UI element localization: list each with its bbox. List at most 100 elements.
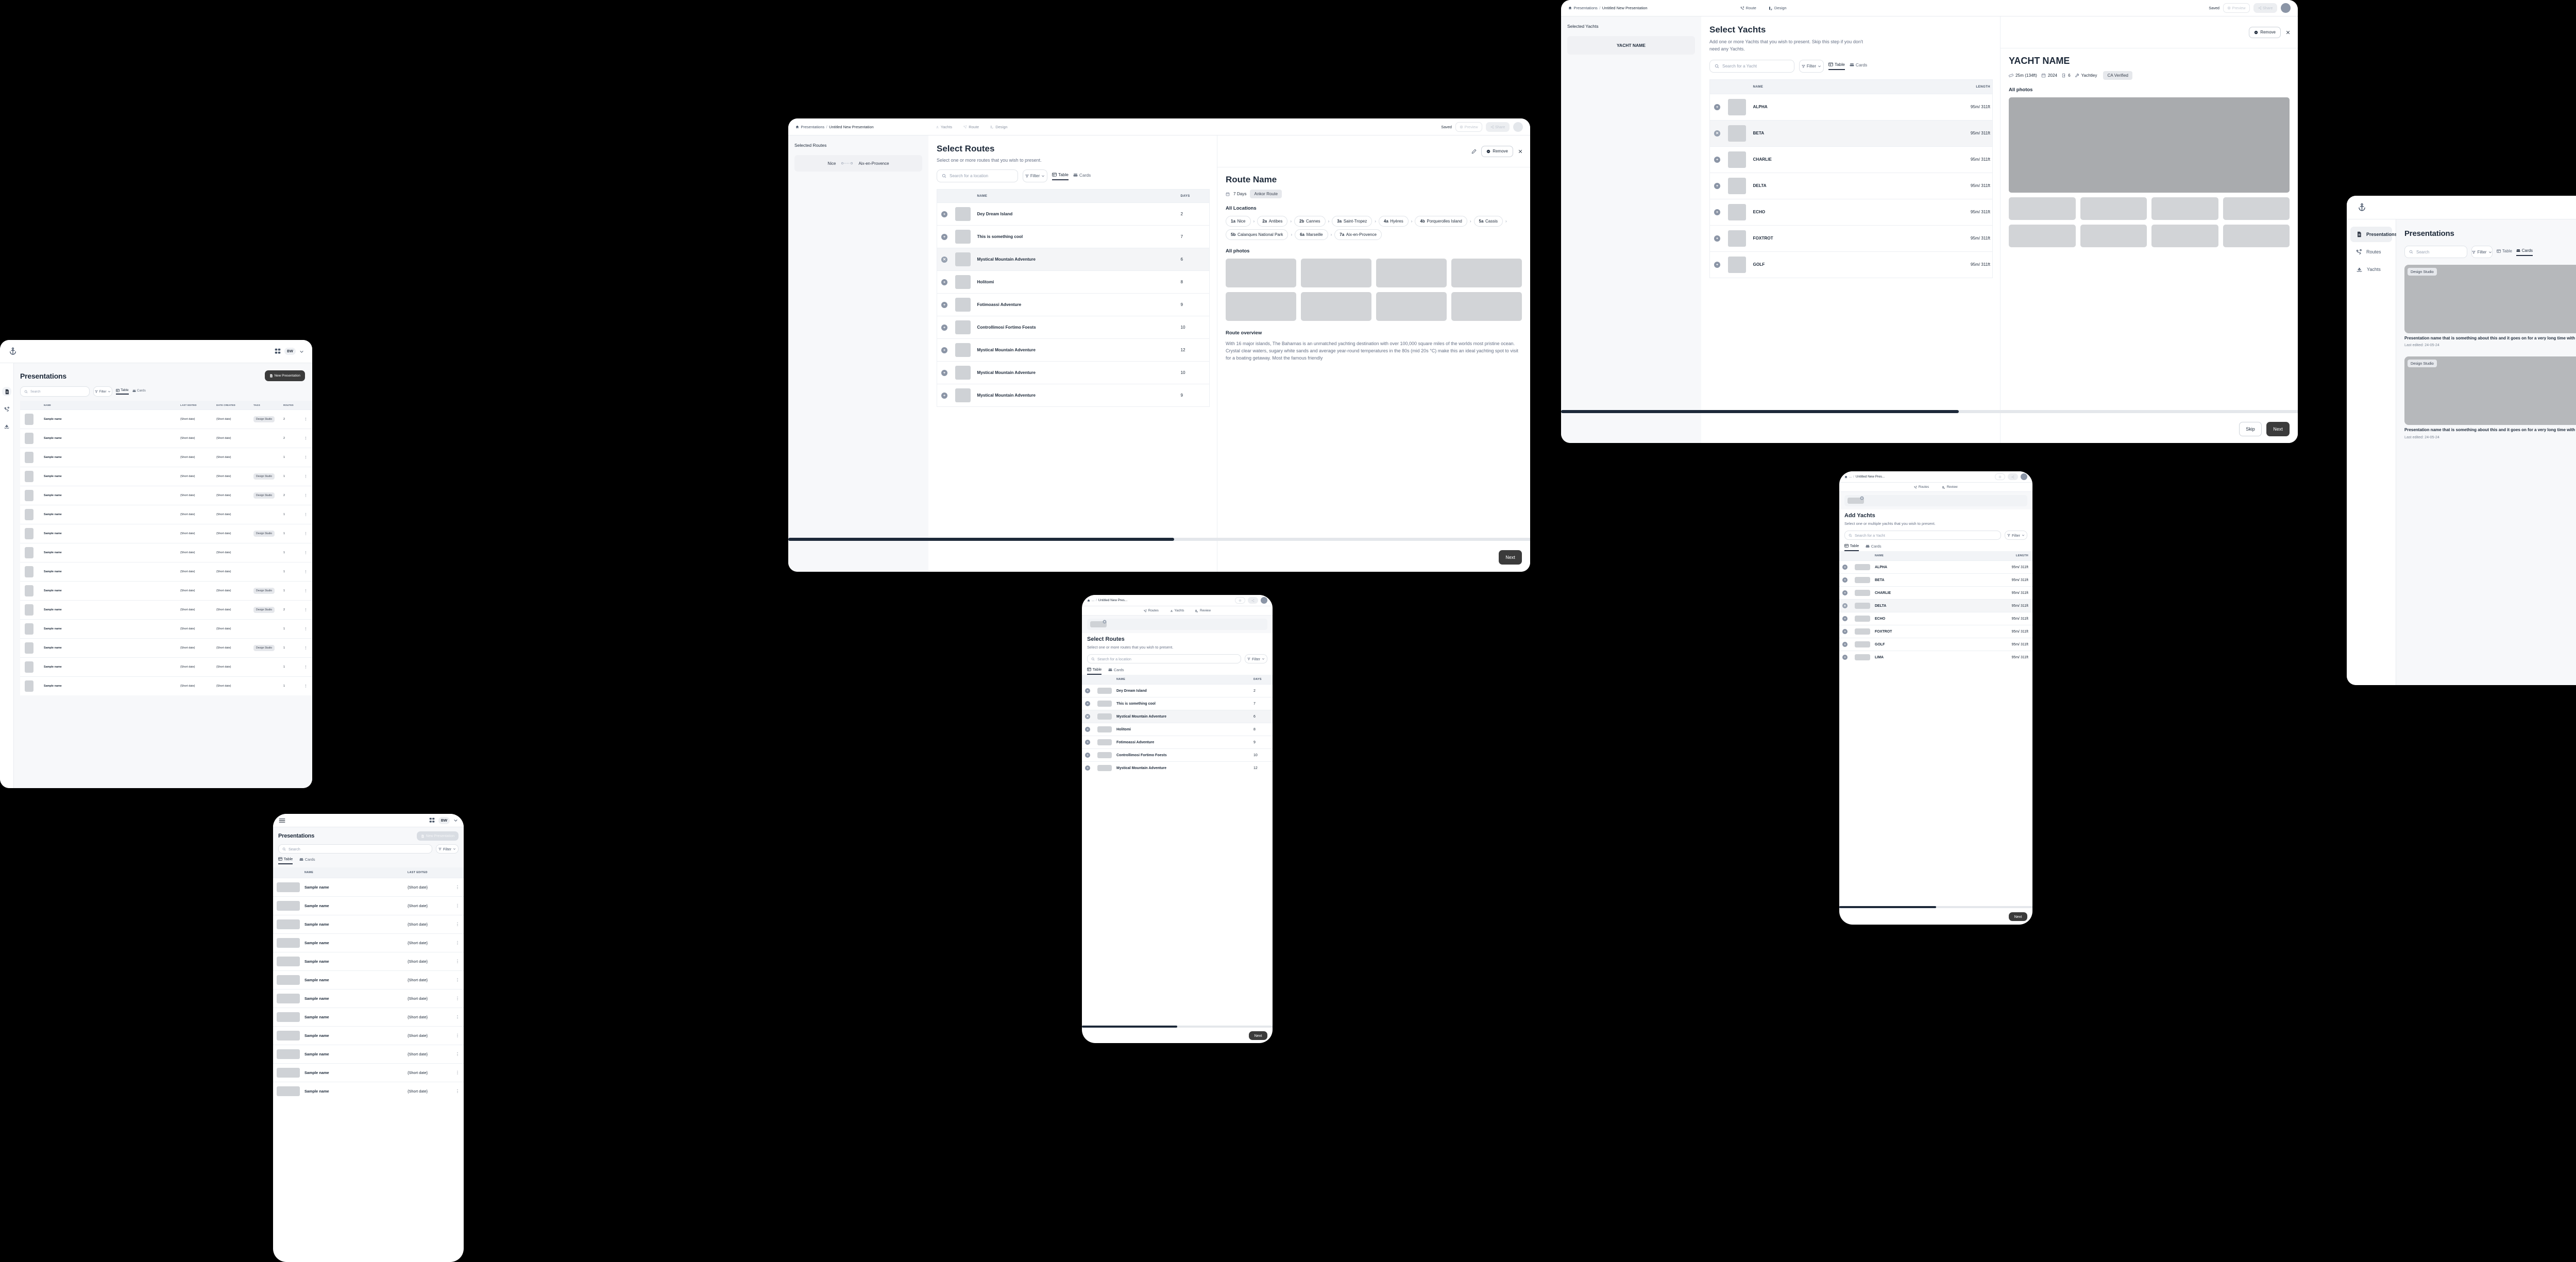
row-menu[interactable]: ⋮ [302,562,312,582]
remove-button[interactable]: Remove [2249,26,2281,38]
add-row-button[interactable]: + [1714,261,1720,268]
avatar[interactable] [1513,122,1523,132]
add-row-button[interactable]: + [1085,753,1090,758]
table-row[interactable]: Sample name {Short date} ⋮ [273,989,464,1008]
row-menu[interactable]: ⋮ [453,1008,464,1027]
close-icon[interactable] [1103,620,1107,624]
row-menu[interactable]: ⋮ [453,952,464,971]
row-menu[interactable]: ⋮ [453,1063,464,1082]
step-yachts[interactable]: Yachts [936,125,952,129]
photo-thumbnail[interactable] [1226,292,1296,321]
row-menu-icon[interactable]: ⋮ [304,608,308,612]
table-row[interactable]: Sample name {Short date} {Short date} Desig… [20,524,312,543]
search-input[interactable]: Search [20,386,90,397]
row-menu-icon[interactable]: ⋮ [455,922,460,927]
step-route[interactable]: Route [1740,6,1756,10]
table-row[interactable]: Sample name {Short date} {Short date} Desig… [20,581,312,601]
tab-cards[interactable]: Cards [2516,248,2533,256]
table-row[interactable]: Sample name {Short date} ⋮ [273,1082,464,1100]
add-row-button[interactable]: + [1085,765,1090,771]
table-row[interactable]: + Controllimosi Fortimo Foests 10 [1082,748,1273,762]
row-menu-icon[interactable]: ⋮ [455,1052,460,1056]
table-row[interactable]: + GOLF 95m/ 311ft [1839,638,2032,651]
avatar[interactable]: BW [284,348,296,355]
home-icon[interactable] [1087,599,1090,602]
horizontal-scrollbar[interactable] [788,538,1530,541]
add-row-button[interactable]: + [1714,235,1720,242]
table-row[interactable]: ✕ Mystical Mountain Adventure 6 [937,248,1210,271]
row-menu-icon[interactable]: ⋮ [455,1089,460,1094]
photo-thumbnail[interactable] [2009,197,2076,220]
add-row-button[interactable]: + [941,279,947,285]
table-row[interactable]: Sample name {Short date} ⋮ [273,1063,464,1082]
new-presentation-button[interactable]: New Presentation [416,831,459,841]
tab-cards[interactable]: Cards [1850,62,1867,70]
filter-button[interactable]: Filter [93,386,112,397]
add-row-button[interactable]: + [1842,655,1848,660]
row-menu-icon[interactable]: ⋮ [304,627,308,631]
sidebar-item-yachts[interactable]: Yachts [2350,262,2392,277]
home-icon[interactable] [795,125,799,129]
row-menu-icon[interactable]: ⋮ [304,493,308,498]
step-routes[interactable]: Routes [1914,485,1929,489]
home-icon[interactable] [1844,475,1848,479]
table-row[interactable]: Sample name {Short date} ⋮ [273,915,464,934]
share-button[interactable]: Share [1486,122,1510,132]
table-row[interactable]: + FOXTROT 95m/ 311ft [1709,225,1993,252]
tab-cards[interactable]: Cards [299,857,315,864]
filter-button[interactable]: Filter [436,844,459,854]
col-length[interactable]: LENGTH [1946,79,1993,94]
tab-cards[interactable]: Cards [1866,543,1882,551]
table-row[interactable]: Sample name {Short date} {Short date} Desig… [20,638,312,658]
photo-thumbnail[interactable] [2151,197,2218,220]
remove-button[interactable]: Remove [1481,145,1513,157]
add-row-button[interactable]: + [1714,104,1720,110]
filter-button[interactable]: Filter [1023,169,1047,182]
table-row[interactable]: + Holitomi 8 [1082,723,1273,736]
photo-thumbnail[interactable] [1226,259,1296,287]
photo-thumbnail[interactable] [1301,292,1371,321]
row-menu[interactable]: ⋮ [302,657,312,677]
chevron-down-icon[interactable] [453,818,458,823]
row-menu[interactable]: ⋮ [453,1026,464,1045]
filter-button[interactable]: Filter [2471,246,2493,258]
table-row[interactable]: Sample name {Short date} {Short date} 1 ⋮ [20,676,312,695]
table-row[interactable]: Sample name {Short date} {Short date} 2 ⋮ [20,429,312,448]
row-menu[interactable]: ⋮ [453,878,464,897]
add-row-button[interactable]: + [1842,590,1848,596]
table-row[interactable]: ✕ BETA 95m/ 311ft [1709,120,1993,147]
row-menu[interactable]: ⋮ [453,970,464,990]
row-menu[interactable]: ⋮ [302,581,312,601]
search-input[interactable]: Search [278,844,432,854]
breadcrumb-root[interactable]: Presentations [1573,6,1598,10]
photo-thumbnail[interactable] [1376,259,1447,287]
row-menu[interactable]: ⋮ [302,524,312,543]
tab-table[interactable]: Table [278,857,293,864]
table-row[interactable]: + Mystical Mountain Adventure 9 [937,384,1210,407]
grid-apps-icon[interactable] [429,817,435,823]
presentation-card[interactable]: Design Studio Presentation name that is s… [2404,356,2576,439]
filter-button[interactable]: Filter [1245,654,1267,664]
table-row[interactable]: + This is something cool 7 [1082,697,1273,710]
tab-table[interactable]: Table [1844,543,1859,552]
tab-cards[interactable]: Cards [1108,667,1124,675]
share-button[interactable] [2008,473,2018,480]
step-design[interactable]: Design [1769,6,1787,10]
photo-thumbnail[interactable] [2080,225,2147,247]
avatar[interactable]: BW [438,816,450,824]
add-row-button[interactable]: + [1842,616,1848,622]
row-menu-icon[interactable]: ⋮ [455,1033,460,1038]
preview-button[interactable] [1235,597,1245,604]
row-menu-icon[interactable]: ⋮ [304,474,308,479]
row-menu-icon[interactable]: ⋮ [304,570,308,574]
table-row[interactable]: + Holitomi 8 [937,270,1210,294]
photo-thumbnail[interactable] [2009,225,2076,247]
search-input[interactable]: Search [2404,246,2467,258]
add-row-button[interactable]: + [1085,727,1090,732]
photo-thumbnail[interactable] [1376,292,1447,321]
chevron-down-icon[interactable] [299,349,304,354]
photo-thumbnail[interactable] [2151,225,2218,247]
horizontal-scrollbar[interactable] [1082,1026,1273,1028]
row-menu-icon[interactable]: ⋮ [304,455,308,459]
preview-button[interactable]: Preview [1455,122,1482,132]
